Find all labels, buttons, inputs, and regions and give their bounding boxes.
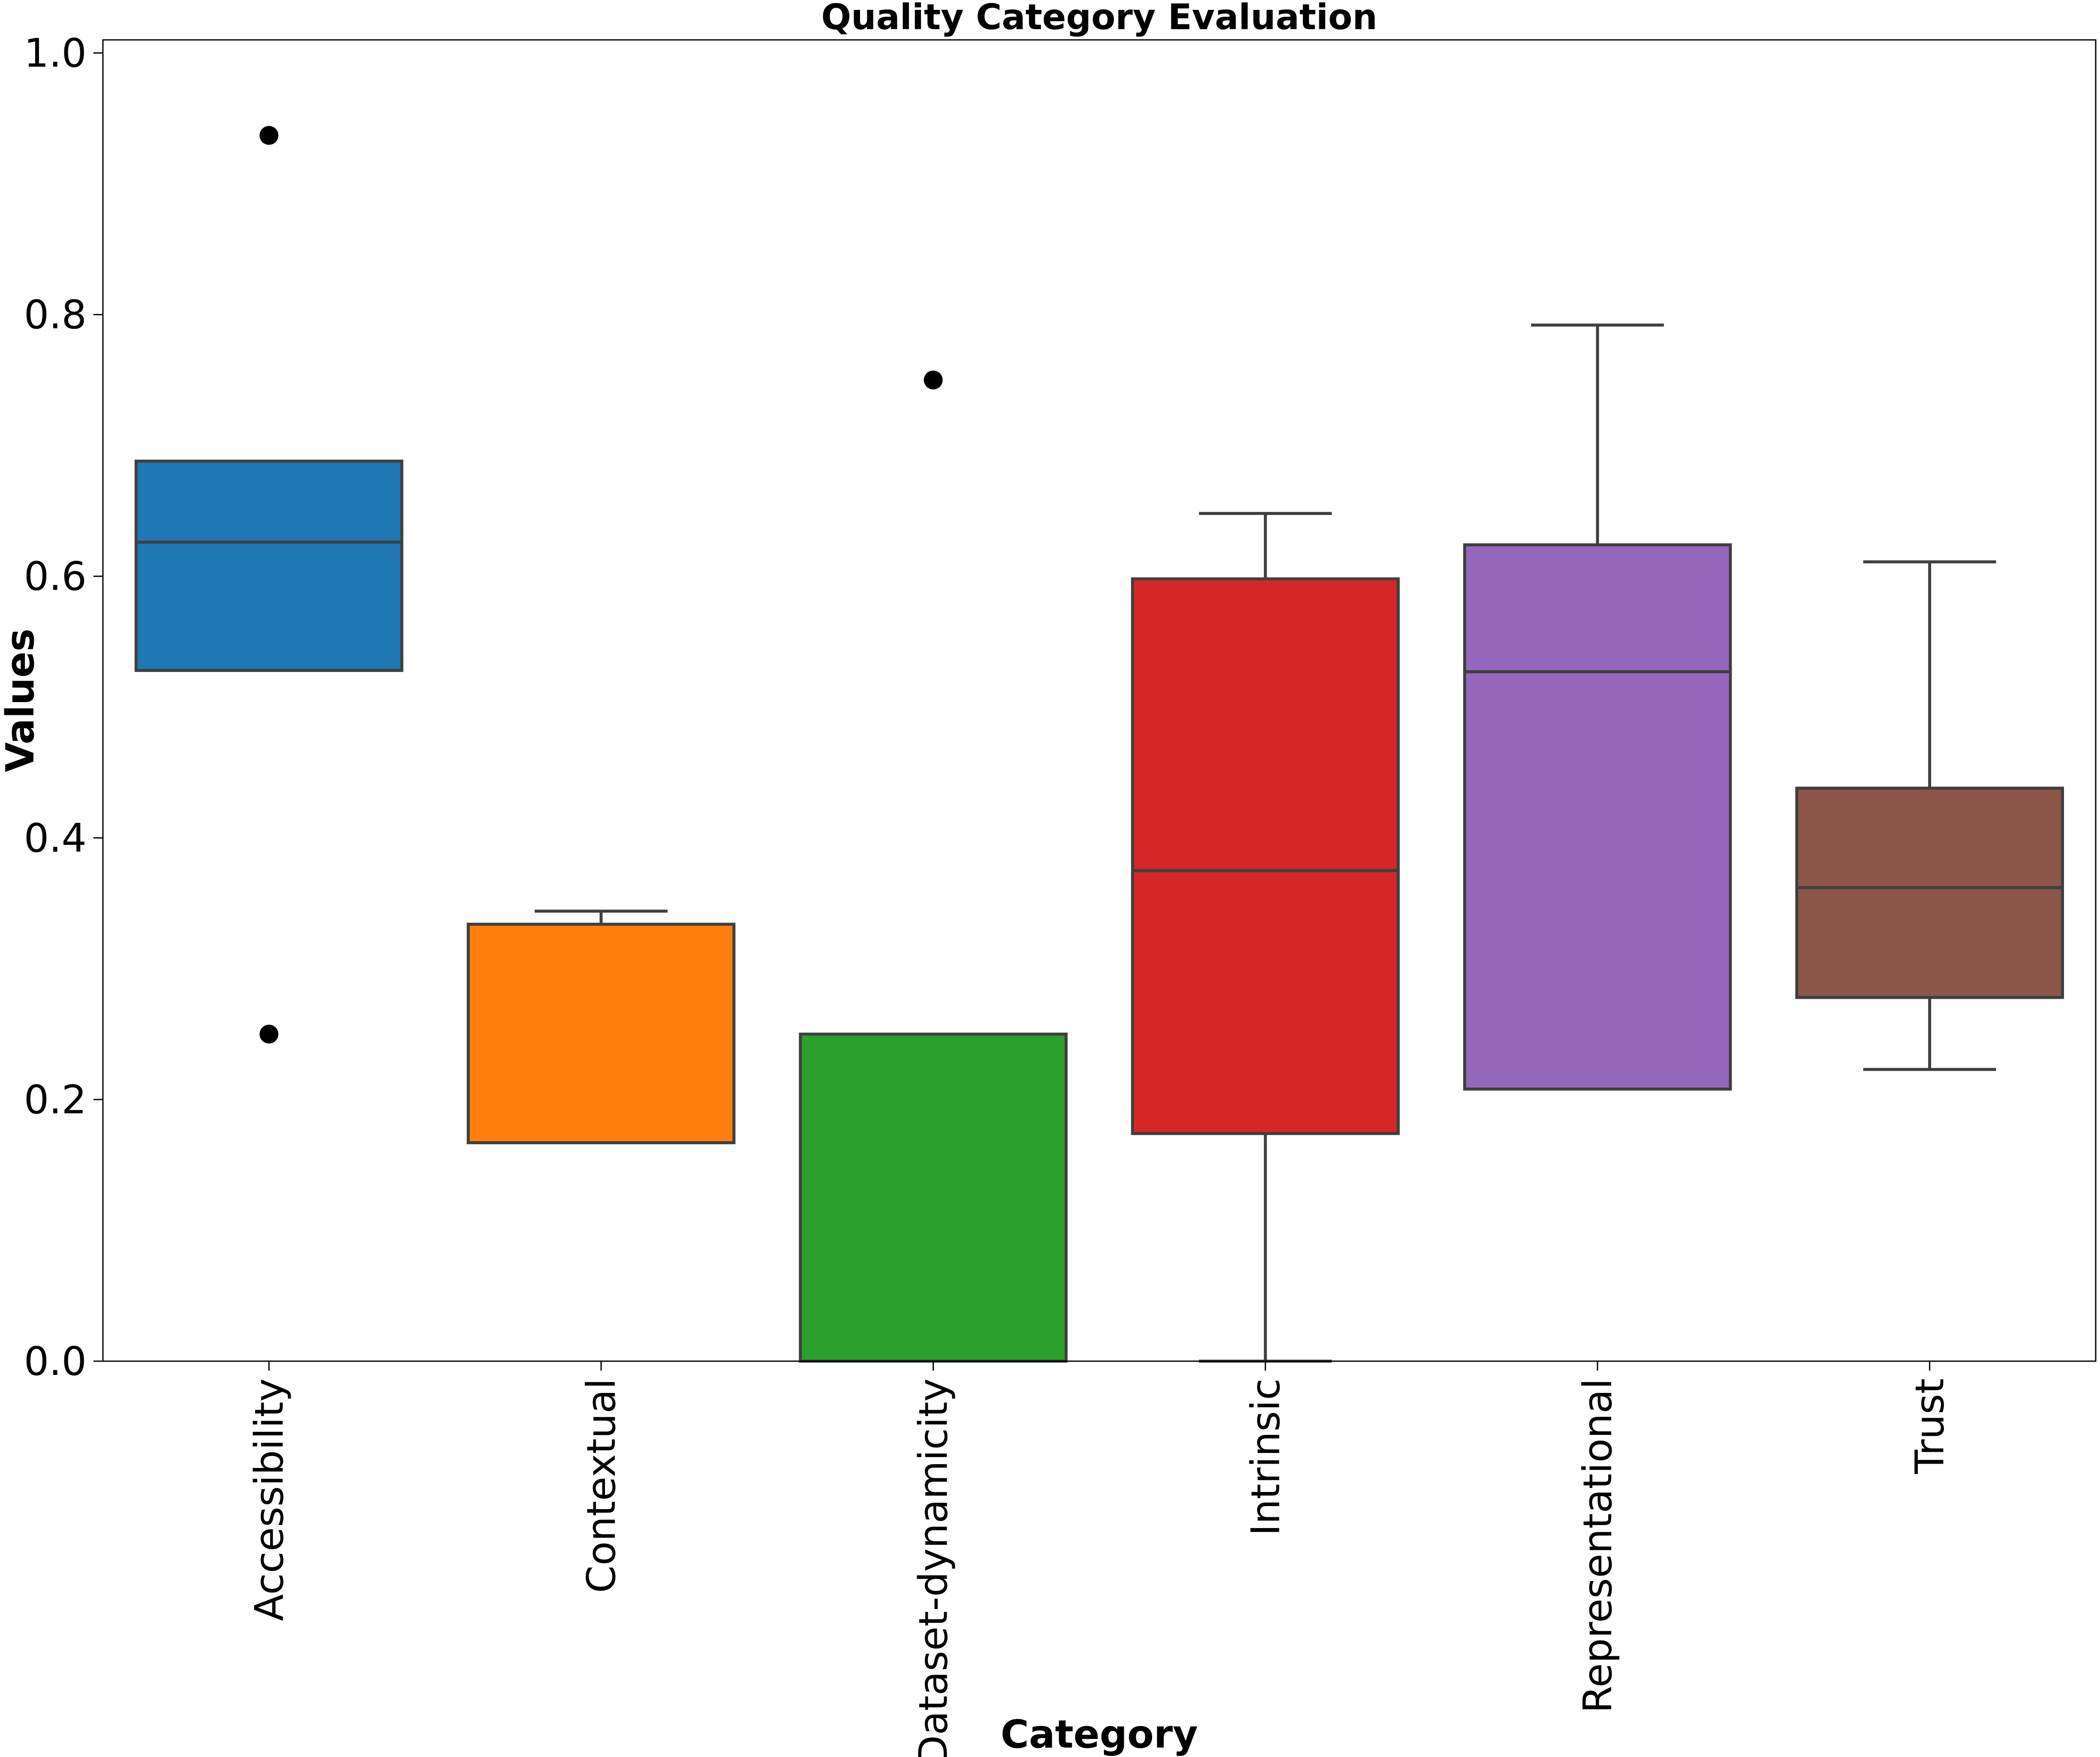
plot-area <box>134 126 2064 1363</box>
box-intrinsic <box>1131 512 1400 1363</box>
outlier-point <box>924 371 943 390</box>
y-tick-label: 1.0 <box>24 30 87 76</box>
outlier-point <box>259 126 279 145</box>
x-axis: Accessibility Contextual Dataset-dynamicit… <box>246 1361 1953 1757</box>
y-axis: 0.0 0.2 0.4 0.6 0.8 1.0 <box>24 30 103 1384</box>
x-tick-label: Representational <box>1575 1378 1621 1713</box>
plot-frame <box>102 39 2097 1362</box>
chart-title: Quality Category Evaluation <box>821 0 1377 38</box>
y-tick-label: 0.0 <box>24 1338 87 1384</box>
box-body <box>466 922 736 1145</box>
box-body <box>1795 787 2064 999</box>
box-dataset-dynamicity <box>799 371 1068 1363</box>
box-body <box>799 1032 1068 1363</box>
x-tick-label: Dataset-dynamicity <box>911 1378 957 1757</box>
box-body <box>1463 543 1732 1091</box>
y-tick-label: 0.2 <box>24 1077 87 1123</box>
box-accessibility <box>134 126 403 1044</box>
box-contextual <box>466 910 736 1145</box>
y-tick-label: 0.8 <box>24 292 87 338</box>
y-tick-label: 0.6 <box>24 554 87 600</box>
x-tick-label: Intrinsic <box>1243 1378 1288 1536</box>
box-body <box>1131 577 1400 1135</box>
outlier-point <box>259 1025 279 1044</box>
x-tick-label: Contextual <box>578 1378 624 1593</box>
x-axis-label: Category <box>1001 1712 1198 1757</box>
y-axis-label: Values <box>0 629 43 772</box>
x-tick-label: Accessibility <box>246 1378 292 1621</box>
box-body <box>134 459 403 672</box>
y-tick-label: 0.4 <box>24 815 87 861</box>
box-trust <box>1795 560 2064 1071</box>
box-representational <box>1463 323 1732 1091</box>
x-tick-label: Trust <box>1907 1378 1953 1474</box>
